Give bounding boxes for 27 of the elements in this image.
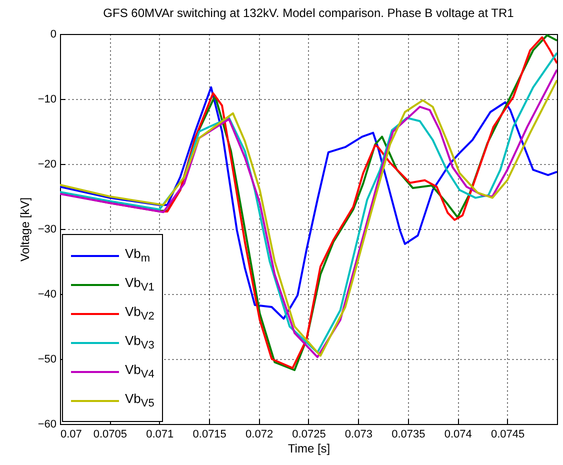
x-axis-title: Time [s] [288,442,330,456]
legend-label: Vb$_{m}$ [125,246,150,265]
x-tick-label: 0.0725 [292,428,326,440]
legend-label: Vb$_{V5}$ [125,391,154,410]
legend-label: Vb$_{V3}$ [125,333,154,352]
legend-label: Vb$_{V4}$ [125,362,154,381]
x-tick-label: 0.0735 [392,428,426,440]
legend-label: Vb$_{V2}$ [125,304,154,323]
y-tick-label: −10 [38,94,56,106]
line-series [60,86,557,320]
legend-label: Vb$_{V1}$ [125,275,154,294]
x-tick-label: 0.0745 [490,428,525,440]
x-tick-label: 0.0715 [192,428,226,440]
chart-title: GFS 60MVAr switching at 132kV. Model comparison. Phase B voltage at TR1 [103,6,514,20]
x-tick-label: 0.0705 [93,428,128,440]
y-tick-label: −60 [38,418,56,430]
x-tick-label: 0.071 [146,428,174,440]
y-tick-label: −20 [38,158,56,170]
x-tick-label: 0.074 [444,428,472,440]
x-tick-label: 0.07 [60,428,82,440]
y-tick-label: 0 [50,28,56,40]
x-tick-label: 0.073 [344,428,372,440]
y-tick-label: −50 [38,354,56,366]
y-tick-label: −40 [38,288,56,300]
y-axis-title: Voltage [kV] [18,197,32,262]
y-tick-label: −30 [38,224,56,236]
x-tick-label: 0.072 [246,428,274,440]
